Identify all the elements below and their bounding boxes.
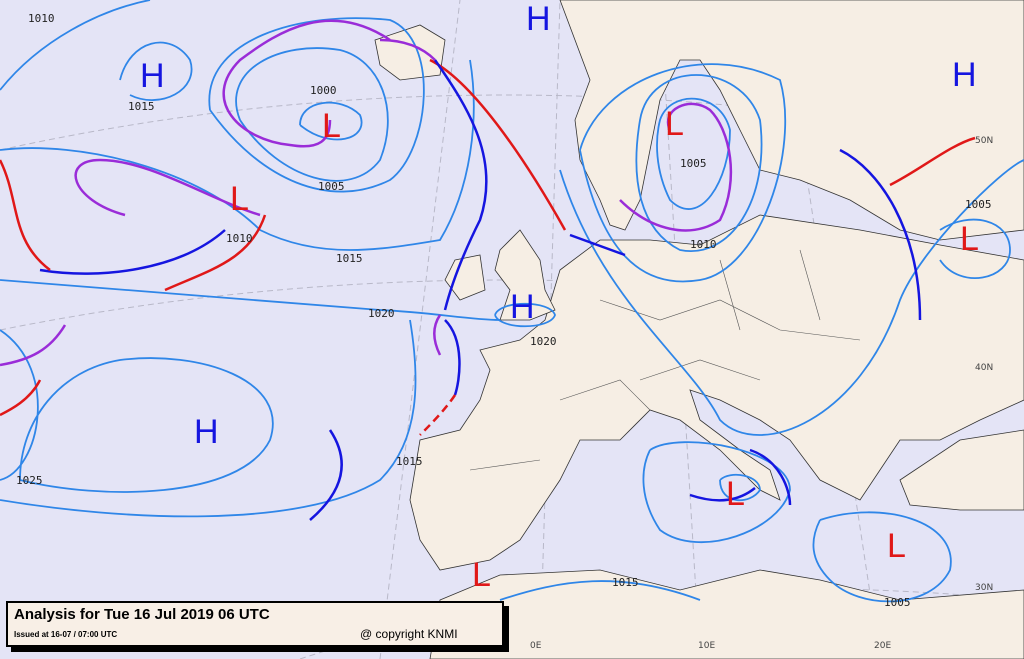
longitude-label: 0E [530, 641, 542, 651]
cold-front [569, 233, 626, 257]
warm-front [429, 58, 567, 231]
isobar-label: 1000 [310, 84, 337, 97]
isobar-label: 1015 [336, 252, 363, 265]
isobars [0, 0, 1024, 603]
cold-front [839, 148, 922, 321]
occlusion [222, 19, 391, 148]
ireland [444, 254, 486, 301]
isobar-label: 1005 [680, 157, 707, 170]
landmasses [374, 0, 1024, 659]
high-center: H [526, 0, 551, 38]
isobar-label: 1005 [318, 180, 345, 193]
low-center: L [472, 556, 491, 594]
latitude-label: 50N [975, 136, 993, 146]
cold-front [433, 59, 488, 311]
occlusion [379, 38, 436, 61]
iceland [374, 24, 446, 81]
occlusion [433, 314, 442, 356]
latitude-label: 40N [975, 363, 993, 373]
low-center: L [726, 475, 745, 513]
warm-front [889, 136, 976, 187]
cold-front [39, 229, 226, 275]
copyright: @ copyright KNMI [360, 627, 458, 641]
turkey [899, 429, 1024, 511]
warm-front [164, 214, 267, 292]
issued-time: Issued at 16-07 / 07:00 UTC [14, 630, 118, 639]
high-center: H [510, 288, 535, 326]
geo-labels: 50N 40N 30N 0E 10E 20E [530, 136, 993, 651]
low-center: L [960, 220, 979, 258]
occlusion [619, 102, 733, 232]
isobar-label: 1010 [226, 232, 253, 245]
isobar-label: 1020 [530, 335, 557, 348]
warm-front [0, 159, 51, 271]
high-center: H [952, 56, 977, 94]
isobar-labels: 1010 1015 1000 1005 1010 1015 1020 1020 … [16, 12, 992, 609]
isobar-label: 1020 [368, 307, 395, 320]
warm-front [0, 379, 42, 417]
low-center: L [230, 180, 249, 218]
scandinavia [559, 0, 1024, 241]
longitude-label: 10E [698, 641, 715, 651]
occlusion [0, 324, 67, 367]
isobar-label: 1005 [884, 596, 911, 609]
analysis-title: Analysis for Tue 16 Jul 2019 06 UTC [14, 606, 270, 623]
low-center: L [322, 107, 341, 145]
isobar-label: 1015 [396, 455, 423, 468]
cold-front [444, 319, 461, 396]
high-center: H [194, 413, 219, 451]
longitude-label: 20E [874, 641, 891, 651]
cold-front [689, 448, 792, 506]
great-britain [494, 229, 556, 321]
pressure-centers: H H L L L H L H H L L L [140, 0, 979, 594]
continental-europe [409, 214, 1024, 571]
fronts [0, 19, 976, 521]
isobar-label: 1025 [16, 474, 43, 487]
isobar-label: 1010 [28, 12, 55, 25]
low-center: L [887, 527, 906, 565]
warm-front [419, 394, 457, 436]
isobar-label: 1010 [690, 238, 717, 251]
occlusion [74, 158, 261, 217]
caption-box: Analysis for Tue 16 Jul 2019 06 UTC Issu… [6, 601, 504, 647]
cold-front [309, 429, 343, 521]
isobar-label: 1015 [612, 576, 639, 589]
latitude-label: 30N [975, 583, 993, 593]
high-center: H [140, 57, 165, 95]
isobar-label: 1015 [128, 100, 155, 113]
isobar-label: 1005 [965, 198, 992, 211]
north-africa [429, 569, 1024, 659]
low-center: L [665, 105, 684, 143]
